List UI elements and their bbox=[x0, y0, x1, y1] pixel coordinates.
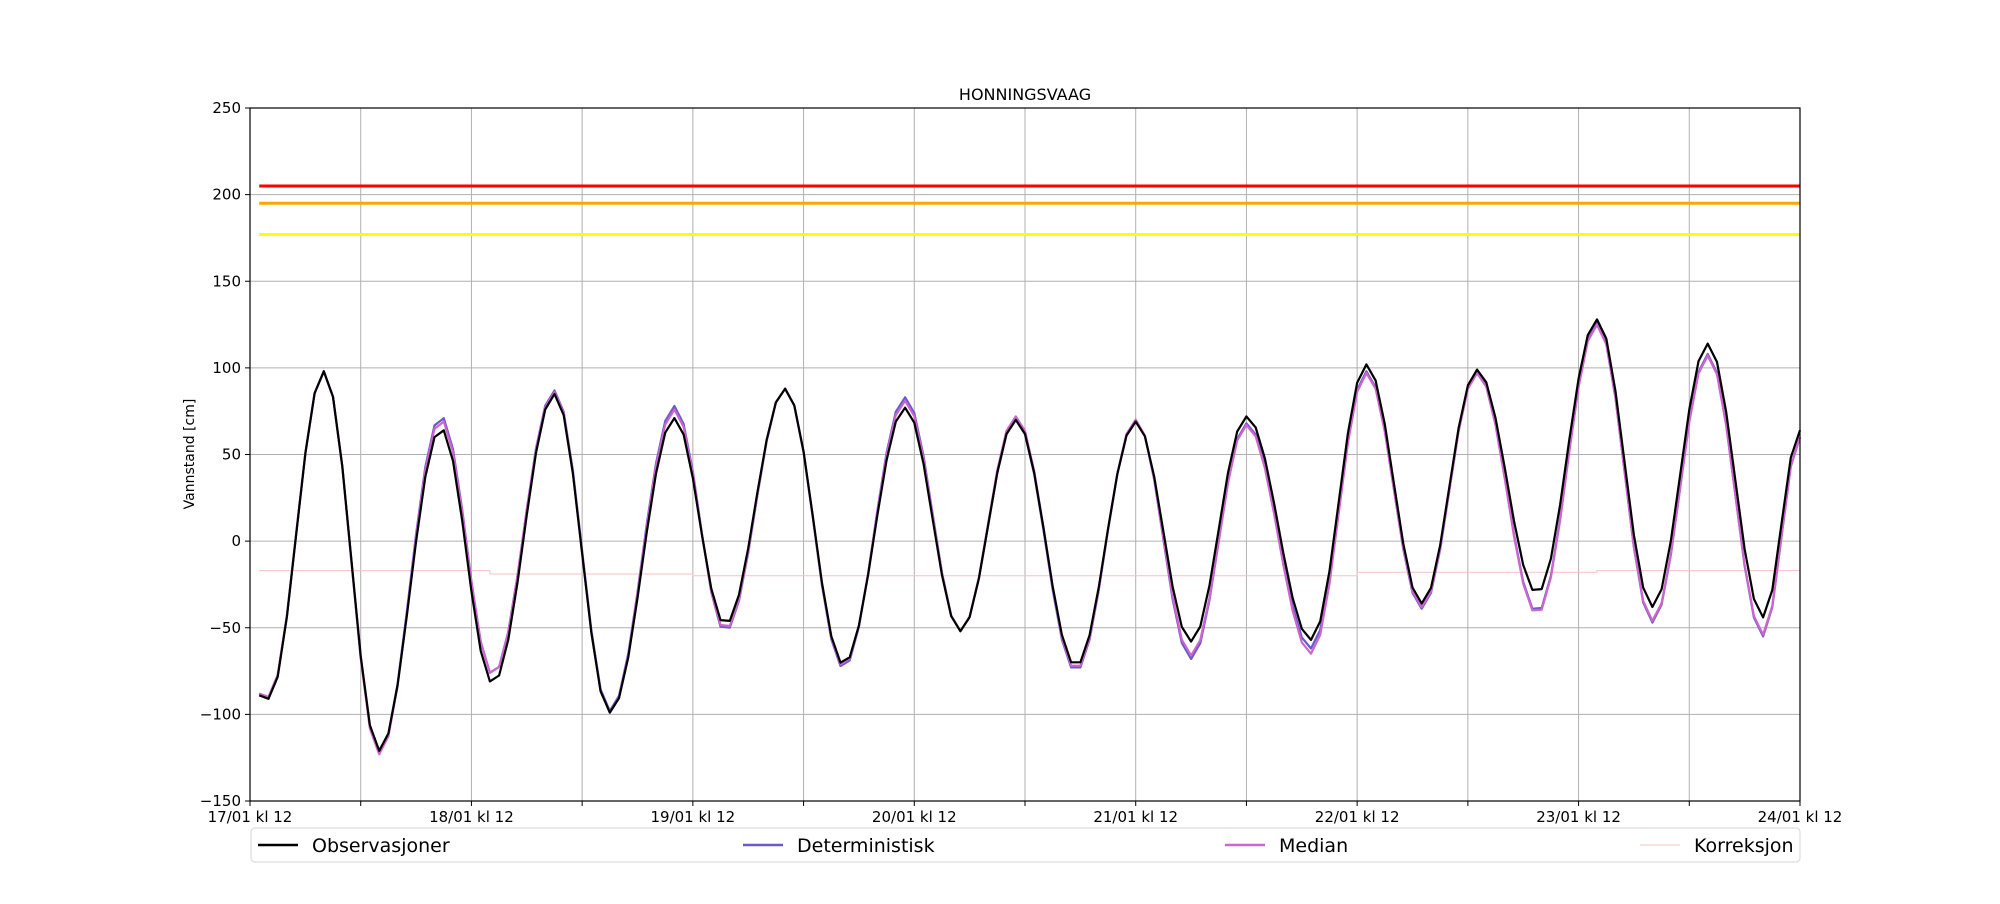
y-tick-label: 150 bbox=[212, 272, 241, 290]
x-tick-label: 19/01 kl 12 bbox=[650, 808, 735, 826]
y-tick-label: 200 bbox=[212, 186, 241, 204]
x-tick-label: 24/01 kl 12 bbox=[1758, 808, 1843, 826]
y-tick-label: −100 bbox=[200, 705, 241, 723]
x-tick-label: 18/01 kl 12 bbox=[429, 808, 514, 826]
x-tick-label: 23/01 kl 12 bbox=[1536, 808, 1621, 826]
series-lines bbox=[258, 318, 1802, 756]
y-tick-label: −150 bbox=[200, 792, 241, 810]
legend-label: Median bbox=[1279, 835, 1348, 857]
x-tick-label: 20/01 kl 12 bbox=[872, 808, 957, 826]
threshold-lines bbox=[259, 184, 1800, 236]
x-tick-label: 17/01 kl 12 bbox=[208, 808, 293, 826]
series-line-median bbox=[258, 323, 1802, 756]
y-axis: −150 −100 −50 0 50 100 150 200 250 bbox=[200, 99, 250, 810]
y-tick-label: 50 bbox=[222, 446, 241, 464]
legend-label: Observasjoner bbox=[312, 835, 450, 857]
y-tick-label: −50 bbox=[209, 619, 241, 637]
y-tick-label: 100 bbox=[212, 359, 241, 377]
y-axis-label: Vannstand [cm] bbox=[182, 399, 198, 510]
x-axis: 17/01 kl 12 18/01 kl 12 19/01 kl 12 20/01 k… bbox=[208, 801, 1843, 826]
legend: Observasjoner Deterministisk Median Korreks… bbox=[250, 827, 1801, 863]
grid bbox=[249, 107, 1801, 802]
x-tick-label: 21/01 kl 12 bbox=[1093, 808, 1178, 826]
legend-frame bbox=[250, 827, 1801, 863]
series-line-observasjoner bbox=[258, 318, 1802, 752]
y-tick-label: 0 bbox=[231, 532, 241, 550]
x-tick-label: 22/01 kl 12 bbox=[1315, 808, 1400, 826]
legend-label: Deterministisk bbox=[797, 835, 935, 857]
chart-title: HONNINGSVAAG bbox=[959, 85, 1091, 104]
series-line-deterministisk bbox=[258, 321, 1802, 754]
y-tick-label: 250 bbox=[212, 99, 241, 117]
series-line-korreksjon bbox=[259, 570, 1800, 577]
legend-label: Korreksjon bbox=[1694, 835, 1794, 857]
